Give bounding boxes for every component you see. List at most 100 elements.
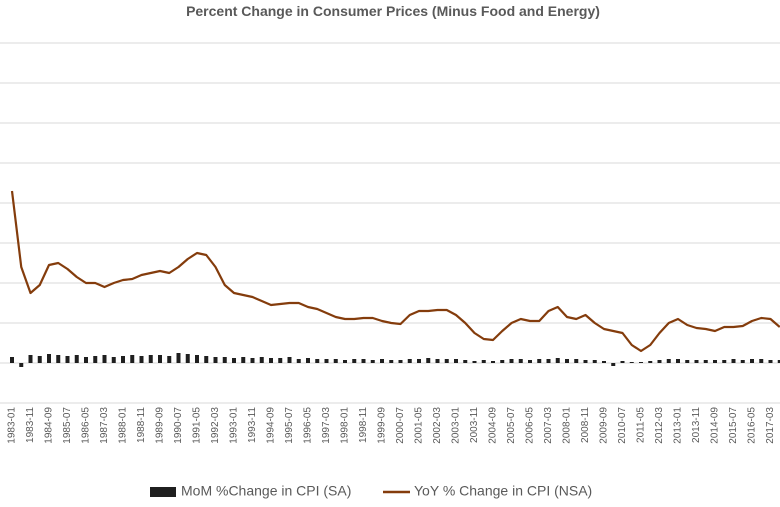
bar [167, 356, 172, 363]
x-tick-label: 2000-07 [395, 407, 406, 444]
x-tick-label: 1993-11 [247, 407, 258, 443]
x-tick-label: 1986-05 [81, 407, 92, 444]
bar [278, 358, 283, 363]
legend-label: MoM %Change in CPI (SA) [181, 483, 351, 499]
bar [324, 359, 329, 363]
bar [768, 360, 773, 363]
x-tick-label: 1990-07 [173, 407, 184, 444]
bar [602, 361, 606, 363]
x-tick-label: 1983-01 [7, 407, 18, 444]
x-tick-label: 2014-09 [710, 407, 721, 444]
bar [195, 355, 199, 363]
x-tick-label: 2002-03 [432, 407, 443, 444]
legend-swatch [150, 487, 176, 497]
bar [500, 360, 505, 363]
bar [370, 360, 375, 363]
bar [574, 359, 579, 363]
bar [352, 359, 357, 363]
bar [537, 359, 542, 363]
bar [777, 360, 780, 363]
bar [37, 356, 42, 363]
bar [759, 359, 764, 363]
bar [648, 361, 653, 363]
bar [111, 357, 116, 363]
bar [121, 356, 125, 363]
x-tick-label: 2008-01 [562, 407, 573, 444]
x-tick-label: 1996-05 [303, 407, 314, 444]
bar [102, 355, 107, 363]
bar [731, 359, 736, 363]
bar [361, 359, 366, 363]
x-tick-label: 1998-11 [358, 407, 369, 443]
x-tick-label: 2016-05 [747, 407, 758, 444]
x-tick-label: 1999-09 [377, 407, 388, 444]
x-tick-label: 2003-11 [469, 407, 480, 443]
x-tick-label: 1985-07 [62, 407, 73, 444]
x-tick-label: 2011-05 [636, 407, 647, 443]
x-tick-label: 1994-09 [266, 407, 277, 444]
bar [333, 359, 338, 363]
bar [750, 359, 754, 363]
line [10, 190, 780, 353]
bar [509, 359, 514, 363]
bar [74, 355, 79, 363]
x-tick-label: 1988-01 [118, 407, 129, 444]
x-tick-label: 1989-09 [155, 407, 166, 444]
x-tick-label: 1988-11 [136, 407, 147, 443]
bar [546, 359, 551, 363]
bar [315, 359, 320, 363]
bar [250, 358, 255, 363]
bar [185, 354, 190, 363]
x-tick-label: 1993-01 [229, 407, 240, 444]
x-tick-label: 1997-03 [321, 407, 332, 444]
x-tick-label: 2004-09 [488, 407, 499, 444]
x-tick-label: 2012-03 [654, 407, 665, 444]
bar [407, 359, 412, 363]
bar [583, 360, 588, 363]
bar [93, 356, 98, 363]
bar [232, 358, 236, 363]
bar [592, 360, 597, 363]
bar [685, 360, 690, 363]
bar [241, 357, 246, 363]
bar [158, 355, 162, 363]
bar [694, 360, 699, 363]
bar [740, 360, 745, 363]
x-tick-label: 1992-03 [210, 407, 221, 444]
bar [222, 357, 227, 363]
bar [426, 358, 431, 363]
x-tick-label: 2006-05 [525, 407, 536, 444]
x-tick-label: 2009-09 [599, 407, 610, 444]
bar [139, 356, 144, 363]
x-tick-label: 2013-11 [691, 407, 702, 443]
bar [713, 360, 717, 363]
bar [130, 355, 135, 363]
bar [565, 359, 569, 363]
x-tick-label: 2001-05 [414, 407, 425, 444]
legend-label: YoY % Change in CPI (NSA) [414, 483, 592, 499]
bar [518, 359, 523, 363]
x-tick-label: 1995-07 [284, 407, 295, 444]
x-tick-label: 2007-03 [543, 407, 554, 444]
x-tick-label: 2003-01 [451, 407, 462, 444]
x-tick-label: 1983-11 [25, 407, 36, 443]
bar [296, 359, 301, 363]
chart-title: Percent Change in Consumer Prices (Minus… [186, 3, 600, 19]
bar [463, 360, 468, 363]
bar [56, 355, 61, 363]
bar [491, 361, 495, 363]
bar [417, 359, 421, 363]
x-tick-label: 2005-07 [506, 407, 517, 444]
bar [287, 357, 292, 363]
bar [555, 358, 560, 363]
bar [204, 356, 209, 363]
bar [722, 360, 727, 363]
bar [10, 357, 14, 363]
bar [84, 357, 88, 363]
bar [657, 360, 662, 363]
bar [472, 361, 477, 363]
bar [65, 356, 70, 363]
bar [176, 353, 181, 363]
bar [269, 358, 273, 363]
